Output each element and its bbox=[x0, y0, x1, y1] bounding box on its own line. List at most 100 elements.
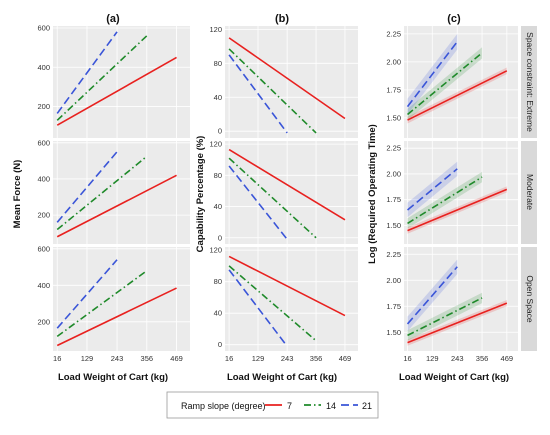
y-tick-label: 400 bbox=[37, 174, 50, 183]
panel-background bbox=[53, 26, 190, 138]
series-line-21 bbox=[406, 168, 458, 211]
y-tick-label: 2.25 bbox=[386, 250, 401, 259]
series-line-14 bbox=[56, 155, 148, 231]
y-tick-label: 0 bbox=[218, 340, 222, 349]
y-tick-label: 600 bbox=[37, 244, 50, 253]
legend-label-21: 21 bbox=[362, 401, 372, 411]
series-line-7 bbox=[407, 188, 508, 232]
y-tick-label: 1.75 bbox=[386, 302, 401, 311]
x-tick-label: 243 bbox=[111, 354, 124, 363]
panel-b-moderate: 0 40 80 120 bbox=[209, 140, 358, 244]
y-tick-label: 2.00 bbox=[386, 57, 401, 66]
series-line-21 bbox=[228, 54, 288, 134]
column-label-c: (c) bbox=[447, 13, 461, 25]
series-line-14 bbox=[56, 270, 148, 338]
x-axis-title-a: Load Weight of Cart (kg) bbox=[58, 372, 168, 383]
y-tick-label: 200 bbox=[37, 317, 50, 326]
panel-background bbox=[404, 247, 518, 351]
y-tick-label: 40 bbox=[214, 309, 222, 318]
series-line-7 bbox=[56, 287, 177, 347]
x-tick-label: 469 bbox=[501, 354, 514, 363]
x-tick-label: 129 bbox=[426, 354, 439, 363]
x-axis-title-c: Load Weight of Cart (kg) bbox=[399, 372, 509, 383]
x-tick-label: 356 bbox=[310, 354, 323, 363]
y-tick-label: 600 bbox=[37, 138, 50, 147]
series-line-21 bbox=[56, 151, 118, 223]
y-tick-label: 2.25 bbox=[386, 29, 401, 38]
panel-background bbox=[53, 247, 190, 351]
y-tick-label: 1.50 bbox=[386, 221, 401, 230]
facet-strip-label-extreme: Space constraint: Extreme bbox=[525, 32, 535, 132]
y-tick-label: 1.50 bbox=[386, 113, 401, 122]
y-tick-label: 2.00 bbox=[386, 276, 401, 285]
confidence-band-21 bbox=[407, 161, 458, 218]
y-tick-label: 0 bbox=[218, 127, 222, 136]
x-tick-label: 129 bbox=[81, 354, 94, 363]
facet-strip-label-open-space: Open Space bbox=[525, 275, 535, 323]
y-tick-label: 2.25 bbox=[386, 144, 401, 153]
y-axis-title-c: Log (Required Operating Time) bbox=[367, 124, 378, 264]
y-tick-label: 120 bbox=[209, 246, 222, 255]
x-tick-label: 129 bbox=[252, 354, 265, 363]
facet-strip-extreme bbox=[521, 26, 537, 138]
series-line-14 bbox=[228, 157, 317, 239]
y-tick-label: 400 bbox=[37, 281, 50, 290]
facet-strip-open-space bbox=[521, 247, 537, 351]
y-tick-label: 2.00 bbox=[386, 169, 401, 178]
facet-strip-label-moderate: Moderate bbox=[525, 174, 535, 210]
y-tick-label: 120 bbox=[209, 140, 222, 149]
column-label-a: (a) bbox=[106, 13, 120, 25]
y-tick-label: 400 bbox=[37, 63, 50, 72]
x-tick-label: 356 bbox=[141, 354, 154, 363]
legend-label-7: 7 bbox=[287, 401, 292, 411]
series-line-7 bbox=[56, 56, 177, 126]
panel-c-open-space: 1.50 1.75 2.00 2.25 16 129 243 356 469 bbox=[386, 247, 518, 363]
series-line-7 bbox=[407, 302, 508, 344]
legend: Ramp slope (degree) 7 14 21 bbox=[166, 391, 379, 419]
series-line-14 bbox=[407, 176, 483, 225]
series-line-14 bbox=[228, 48, 317, 134]
y-tick-label: 200 bbox=[37, 102, 50, 111]
series-line-21 bbox=[228, 269, 288, 347]
legend-label-14: 14 bbox=[326, 401, 336, 411]
panel-a-space-constraint-extreme: 200 400 600 bbox=[37, 23, 190, 138]
y-tick-label: 1.75 bbox=[386, 85, 401, 94]
y-tick-label: 40 bbox=[214, 93, 222, 102]
y-tick-label: 40 bbox=[214, 202, 222, 211]
x-tick-label: 469 bbox=[170, 354, 183, 363]
y-axis-title-b: Capability Percentage (%) bbox=[195, 136, 206, 253]
series-line-14 bbox=[228, 265, 317, 342]
series-line-7 bbox=[228, 255, 346, 317]
x-axis-title-b: Load Weight of Cart (kg) bbox=[227, 372, 337, 383]
column-label-b: (b) bbox=[275, 13, 289, 25]
series-line-21 bbox=[406, 266, 458, 325]
panel-b-space-constraint-extreme: 0 40 80 120 bbox=[209, 25, 358, 138]
y-tick-label: 1.75 bbox=[386, 195, 401, 204]
y-tick-label: 80 bbox=[214, 59, 222, 68]
panel-a-open-space: 200 400 600 16 129 243 356 469 bbox=[37, 244, 190, 363]
panel-background bbox=[404, 26, 518, 138]
panel-c-moderate: 1.50 1.75 2.00 2.25 bbox=[386, 141, 518, 244]
x-tick-label: 243 bbox=[451, 354, 464, 363]
y-tick-label: 200 bbox=[37, 211, 50, 220]
confidence-band-14 bbox=[407, 292, 483, 341]
series-line-21 bbox=[56, 31, 118, 114]
series-line-14 bbox=[406, 52, 483, 116]
series-line-21 bbox=[228, 165, 288, 240]
facet-strip-moderate bbox=[521, 141, 537, 244]
y-tick-label: 120 bbox=[209, 25, 222, 34]
panel-c-space-constraint-extreme: 1.50 1.75 2.00 2.25 bbox=[386, 26, 518, 138]
y-axis-title-a: Mean Force (N) bbox=[12, 160, 23, 229]
series-line-7 bbox=[228, 37, 346, 120]
series-line-21 bbox=[56, 259, 118, 329]
y-tick-label: 80 bbox=[214, 277, 222, 286]
series-line-7 bbox=[228, 148, 346, 221]
x-tick-label: 469 bbox=[339, 354, 352, 363]
series-line-7 bbox=[407, 70, 508, 121]
y-tick-label: 80 bbox=[214, 171, 222, 180]
y-tick-label: 600 bbox=[37, 23, 50, 32]
panel-a-moderate: 200 400 600 bbox=[37, 138, 190, 244]
x-tick-label: 16 bbox=[403, 354, 411, 363]
